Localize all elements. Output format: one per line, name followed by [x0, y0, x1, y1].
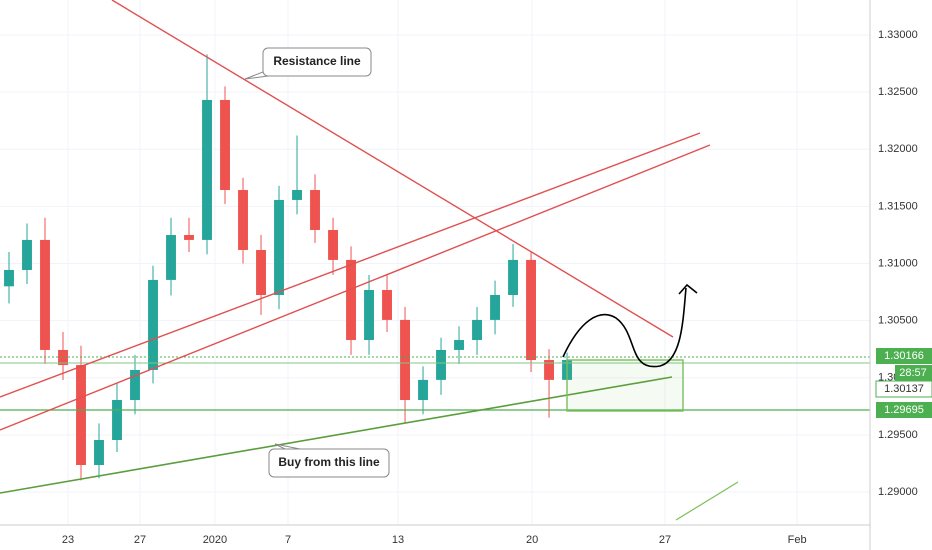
target-box: [566, 359, 684, 412]
x-tick-label: 27: [659, 534, 671, 546]
candle-body: [526, 259, 536, 361]
callout-box: [268, 448, 390, 478]
candle-body: [346, 259, 356, 341]
callout-pointer: [244, 69, 269, 80]
candle-body: [40, 239, 50, 350]
callout-pointer: [274, 443, 301, 450]
price-label: 1.30137: [884, 383, 924, 395]
drawings: [0, 0, 870, 521]
candle-body: [382, 289, 392, 320]
price-label-box: [895, 365, 932, 381]
candle-body: [364, 289, 374, 341]
candle-body: [274, 199, 284, 296]
candle-body: [544, 360, 554, 380]
y-tick-label: 1.29000: [878, 486, 918, 498]
x-tick-label: Feb: [788, 534, 807, 546]
candle-body: [166, 235, 176, 280]
candle-body: [184, 235, 194, 240]
grid: [0, 0, 870, 525]
support-line: [675, 481, 739, 521]
candle-body: [148, 279, 158, 370]
y-tick-label: 1.32500: [878, 86, 918, 98]
candle-body: [202, 99, 212, 240]
callout-text: Resistance line: [273, 54, 361, 68]
candle-body: [220, 99, 230, 191]
y-tick-label: 1.30500: [878, 315, 918, 327]
candle-body: [58, 349, 68, 366]
candle-body: [472, 319, 482, 341]
arrow-head: [678, 283, 698, 295]
callout-text: Buy from this line: [278, 455, 380, 469]
resistance-line: [111, 0, 674, 338]
y-tick-label: 1.31000: [878, 257, 918, 269]
price-label-box: [875, 380, 932, 398]
candle-body: [130, 369, 140, 401]
candle-body: [454, 340, 464, 350]
axes: 1.290001.295001.300001.305001.310001.315…: [62, 29, 918, 546]
candle-body: [490, 295, 500, 320]
y-tick-label: 1.29500: [878, 429, 918, 441]
x-tick-label: 2020: [203, 534, 227, 546]
y-tick-label: 1.32000: [878, 143, 918, 155]
x-tick-label: 27: [134, 534, 146, 546]
candle-body: [400, 319, 410, 401]
candle-body: [76, 365, 86, 466]
candle-body: [4, 269, 14, 287]
candle-body: [256, 249, 266, 296]
candle-body: [22, 239, 32, 270]
candle-body: [94, 439, 104, 466]
candle-body: [436, 349, 446, 380]
price-label: 1.30166: [884, 350, 924, 362]
candle-body: [112, 400, 122, 440]
price-label-box: [876, 348, 932, 364]
candle-body: [238, 190, 248, 250]
x-tick-label: 7: [285, 534, 291, 546]
price-label: 1.29695: [884, 404, 924, 416]
price-label-box: [876, 402, 932, 418]
y-tick-label: 1.31500: [878, 200, 918, 212]
y-tick-label: 1.33000: [878, 29, 918, 41]
price-label: 28:57: [899, 367, 927, 379]
candle-body: [328, 229, 338, 260]
trend-line: [0, 144, 711, 431]
projection-arrow: [562, 287, 687, 368]
x-tick-label: 23: [62, 534, 74, 546]
x-tick-label: 13: [392, 534, 404, 546]
candle-body: [310, 190, 320, 230]
price-labels: 1.30166 28:57 1.30137 1.29695: [875, 348, 932, 418]
candle-body: [292, 190, 302, 200]
callout-box: [262, 47, 372, 77]
callout: Resistance line Buy from this line: [244, 47, 390, 478]
candle-body: [418, 379, 428, 401]
trend-line: [0, 132, 701, 398]
candle-body: [508, 259, 518, 296]
x-tick-label: 20: [526, 534, 538, 546]
support-line: [0, 376, 673, 494]
candles: [4, 54, 572, 481]
